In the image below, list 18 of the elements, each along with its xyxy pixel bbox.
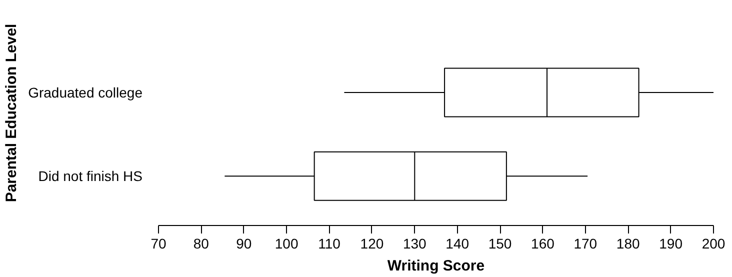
y-tick-label: Graduated college <box>28 84 143 101</box>
x-tick-label: 170 <box>574 236 598 252</box>
x-tick-label: 160 <box>531 236 555 252</box>
x-tick-label: 80 <box>193 236 210 252</box>
x-tick-label: 140 <box>446 236 470 252</box>
x-tick-label: 90 <box>236 236 252 252</box>
x-tick-label: 110 <box>318 236 341 252</box>
x-tick-label: 150 <box>488 236 512 252</box>
x-tick-label: 130 <box>402 236 427 252</box>
y-tick-label: Did not finish HS <box>38 168 143 184</box>
y-axis-title: Parental Education Level <box>3 24 20 202</box>
x-tick-label: 100 <box>274 236 298 252</box>
x-tick-label: 120 <box>360 236 384 252</box>
x-axis-title: Writing Score <box>387 258 485 274</box>
x-tick-label: 180 <box>616 236 640 252</box>
x-tick-label: 70 <box>150 236 166 252</box>
x-tick-label: 190 <box>659 236 683 252</box>
x-tick-label: 200 <box>702 236 726 252</box>
